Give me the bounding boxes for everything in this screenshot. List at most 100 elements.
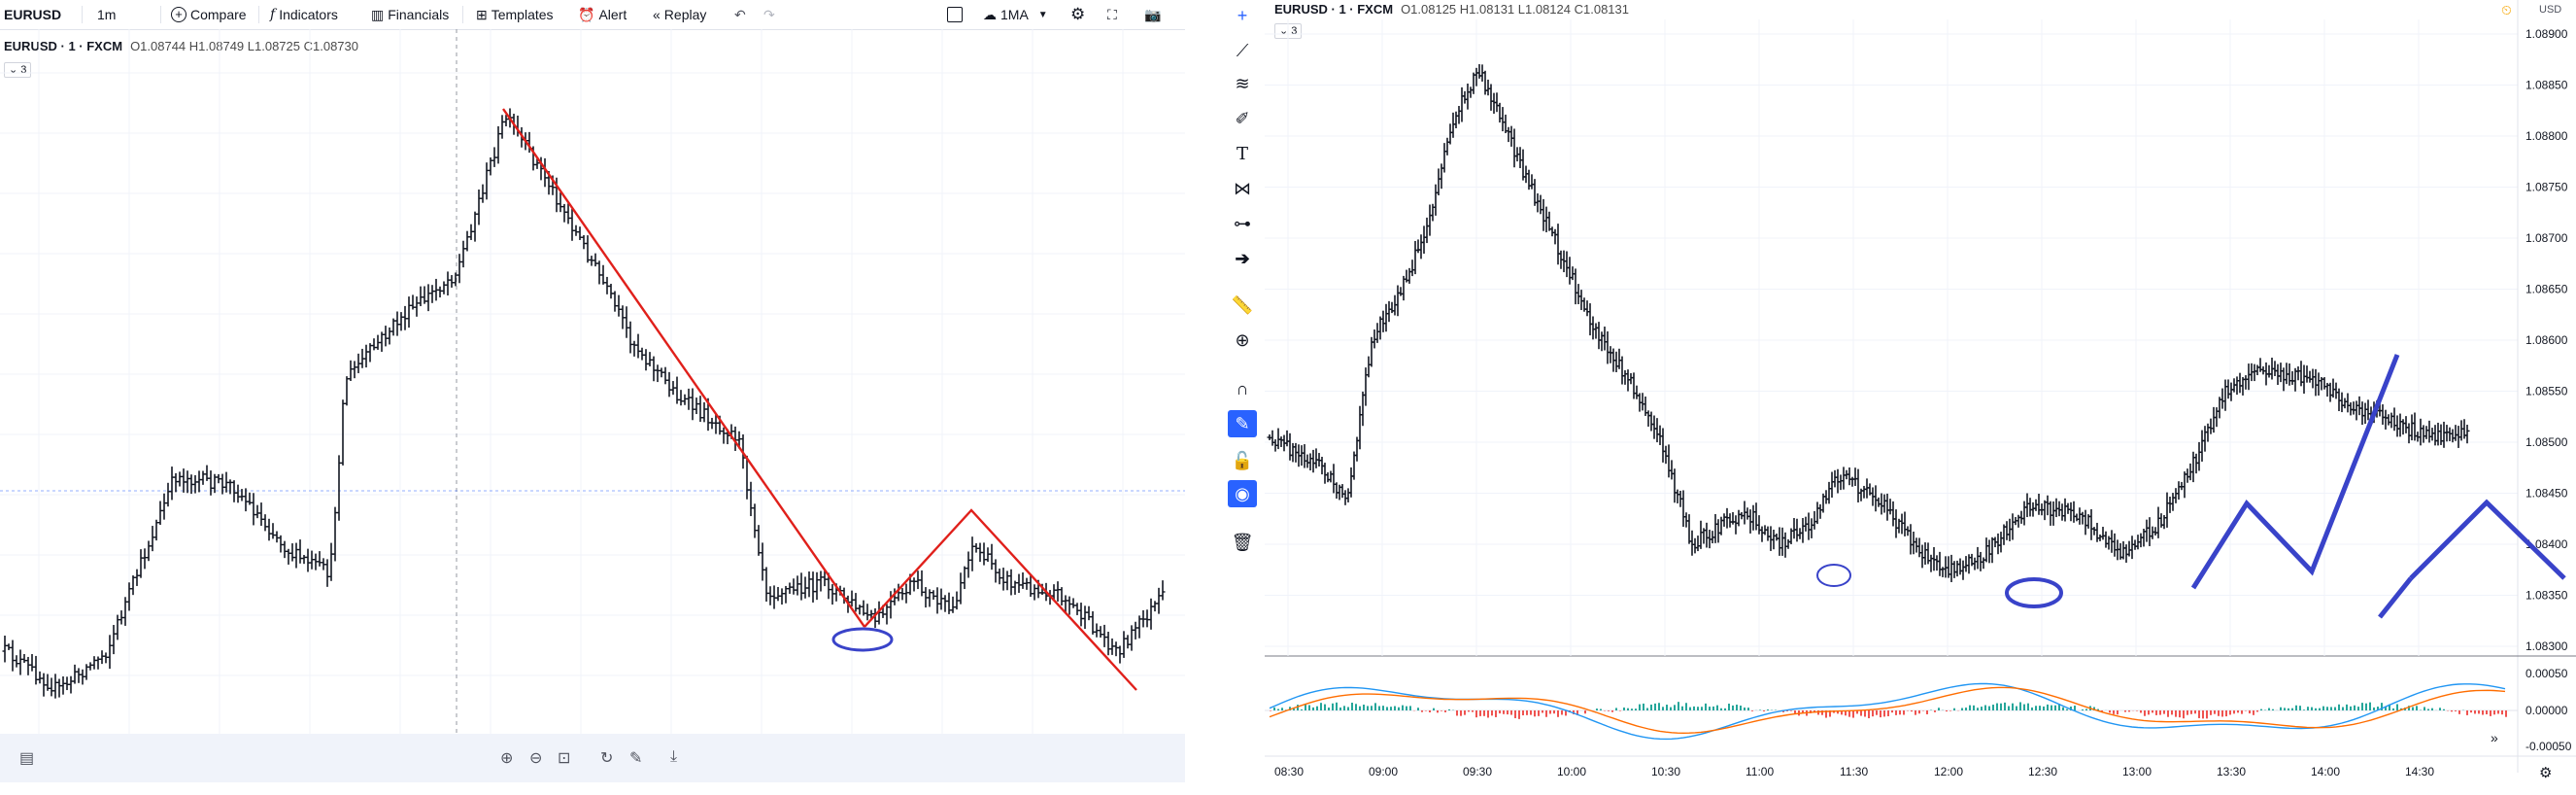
indicator-collapse-toggle[interactable]: ⌄ 3: [4, 62, 32, 78]
price-tick-label: 1.08850: [2525, 79, 2568, 92]
eye-icon[interactable]: ◉: [1228, 480, 1257, 507]
macd-histogram-bar: [1845, 710, 1847, 716]
macd-histogram-bar: [2338, 704, 2340, 710]
time-tick-label: 11:00: [1746, 765, 1774, 778]
interval-button[interactable]: 1m: [97, 4, 116, 25]
brush-icon[interactable]: ✐: [1235, 108, 1250, 128]
macd-histogram-bar: [1689, 707, 1691, 710]
macd-histogram-bar: [1639, 704, 1641, 710]
macd-histogram-bar: [1759, 709, 1761, 710]
macd-histogram-bar: [1472, 710, 1474, 712]
macd-histogram-bar: [1903, 710, 1905, 715]
reset-scale-icon[interactable]: ⊡: [558, 750, 571, 767]
macd-histogram-bar: [1468, 710, 1470, 712]
zoom-in-icon[interactable]: ⊕: [500, 750, 514, 767]
fib-icon[interactable]: ≋: [1235, 73, 1250, 93]
macd-histogram-bar: [1437, 710, 1439, 713]
macd-histogram-bar: [1740, 705, 1742, 710]
macd-histogram-bar: [1425, 710, 1427, 711]
symbol-search[interactable]: EURUSD: [4, 4, 61, 25]
download-icon[interactable]: ⤓: [670, 748, 678, 765]
macd-histogram-bar: [2237, 710, 2239, 713]
macd-histogram-bar: [1526, 710, 1528, 715]
macd-histogram-bar: [2074, 706, 2076, 710]
macd-histogram-bar: [2221, 710, 2223, 717]
trend-line-icon[interactable]: ⟋: [1236, 40, 1249, 60]
financials-button[interactable]: ▥ Financials: [371, 4, 449, 25]
macd-histogram-bar: [1386, 707, 1388, 710]
macd-histogram-bar: [1308, 705, 1310, 710]
macd-histogram-bar: [1643, 703, 1644, 710]
blue-circle-marker: [1816, 564, 1851, 587]
right-price-chart[interactable]: 1.08900 1.08850 1.08800 1.08750 1.08700 1.086…: [1265, 0, 2576, 795]
settings-button[interactable]: ⚙: [1070, 4, 1085, 25]
macd-histogram-bar: [2381, 703, 2383, 710]
replay-button[interactable]: «Replay: [653, 4, 706, 25]
macd-histogram-bar: [2004, 702, 2006, 710]
macd-histogram-bar: [1475, 710, 1477, 718]
pattern-icon[interactable]: ⋈: [1234, 178, 1251, 198]
time-tick-label: 10:30: [1651, 765, 1680, 778]
pencil-icon[interactable]: ✎: [629, 750, 643, 767]
object-tree-icon[interactable]: ▤: [19, 750, 35, 767]
macd-histogram-bar: [2124, 710, 2126, 712]
macd-histogram-bar: [1565, 710, 1567, 716]
macd-histogram-bar: [2291, 708, 2293, 710]
macd-histogram-bar: [2097, 709, 2099, 710]
price-tick-label: 1.08450: [2525, 487, 2568, 501]
macd-histogram-bar: [1464, 710, 1466, 715]
macd-histogram-bar: [2389, 704, 2390, 710]
time-tick-label: 12:00: [1934, 765, 1963, 778]
macd-histogram-bar: [1549, 710, 1551, 714]
macd-histogram-bar: [2062, 707, 2064, 710]
alert-button[interactable]: ⏰ Alert: [578, 4, 627, 25]
alert-label: Alert: [598, 7, 627, 22]
templates-button[interactable]: ⊞ Templates: [476, 4, 554, 25]
refresh-icon[interactable]: ↻: [600, 750, 614, 767]
macd-histogram-bar: [1895, 710, 1897, 715]
templates-label: Templates: [491, 7, 554, 22]
blue-trend-line: [2409, 499, 2566, 580]
crosshair-icon[interactable]: +: [1237, 5, 1248, 25]
macd-histogram-bar: [1378, 706, 1380, 710]
macd-histogram-bar: [2183, 710, 2185, 719]
indicators-label: Indicators: [279, 7, 338, 22]
time-tick-label: 13:00: [2122, 765, 2152, 778]
compare-button[interactable]: + Compare: [171, 4, 247, 25]
replay-icon: «: [653, 7, 661, 22]
macd-histogram-bar: [1837, 710, 1839, 714]
fullscreen-button[interactable]: ⛶: [1107, 4, 1117, 25]
measure-icon[interactable]: ⊶: [1234, 213, 1251, 233]
arrow-icon[interactable]: ➔: [1235, 248, 1250, 268]
text-icon[interactable]: T: [1236, 143, 1248, 164]
screenshot-button[interactable]: 📷: [1144, 4, 1161, 25]
lock-drawing-icon[interactable]: ✎: [1228, 410, 1257, 437]
indicator-count: 3: [20, 64, 27, 76]
undo-button[interactable]: ↶: [734, 4, 746, 25]
magnet-icon[interactable]: ∩: [1236, 378, 1249, 398]
zoom-icon[interactable]: ⊕: [1235, 329, 1250, 350]
macd-histogram-bar: [1398, 707, 1400, 710]
zoom-out-icon[interactable]: ⊖: [529, 750, 543, 767]
trash-icon[interactable]: 🗑: [1231, 532, 1254, 552]
lock-icon[interactable]: 🔓: [1231, 450, 1254, 470]
clock-alert-icon[interactable]: ⏲: [2501, 2, 2512, 17]
macd-histogram-bar: [2218, 710, 2220, 716]
macd-histogram-bar: [1336, 702, 1338, 710]
layout-select[interactable]: ☁ 1MA ▼: [983, 4, 1048, 25]
templates-icon: ⊞: [476, 6, 488, 22]
price-tick-label: 1.08550: [2525, 385, 2568, 398]
indicators-button[interactable]: f Indicators: [270, 4, 338, 25]
left-legend: EURUSD · 1 · FXCM O1.08744 H1.08749 L1.08…: [4, 39, 358, 53]
price-tick-label: 1.08650: [2525, 283, 2568, 296]
ruler-icon[interactable]: 📏: [1231, 294, 1254, 315]
macd-histogram-bar: [2451, 710, 2453, 712]
macd-histogram-bar: [2140, 710, 2142, 713]
redo-button[interactable]: ↷: [763, 4, 775, 25]
macd-histogram-bar: [1522, 710, 1524, 716]
left-price-chart[interactable]: [0, 29, 1185, 734]
macd-histogram-bar: [1328, 708, 1330, 710]
layout-button[interactable]: [947, 4, 963, 25]
macd-histogram-bar: [2288, 708, 2289, 710]
macd-histogram-bar: [2392, 708, 2394, 710]
